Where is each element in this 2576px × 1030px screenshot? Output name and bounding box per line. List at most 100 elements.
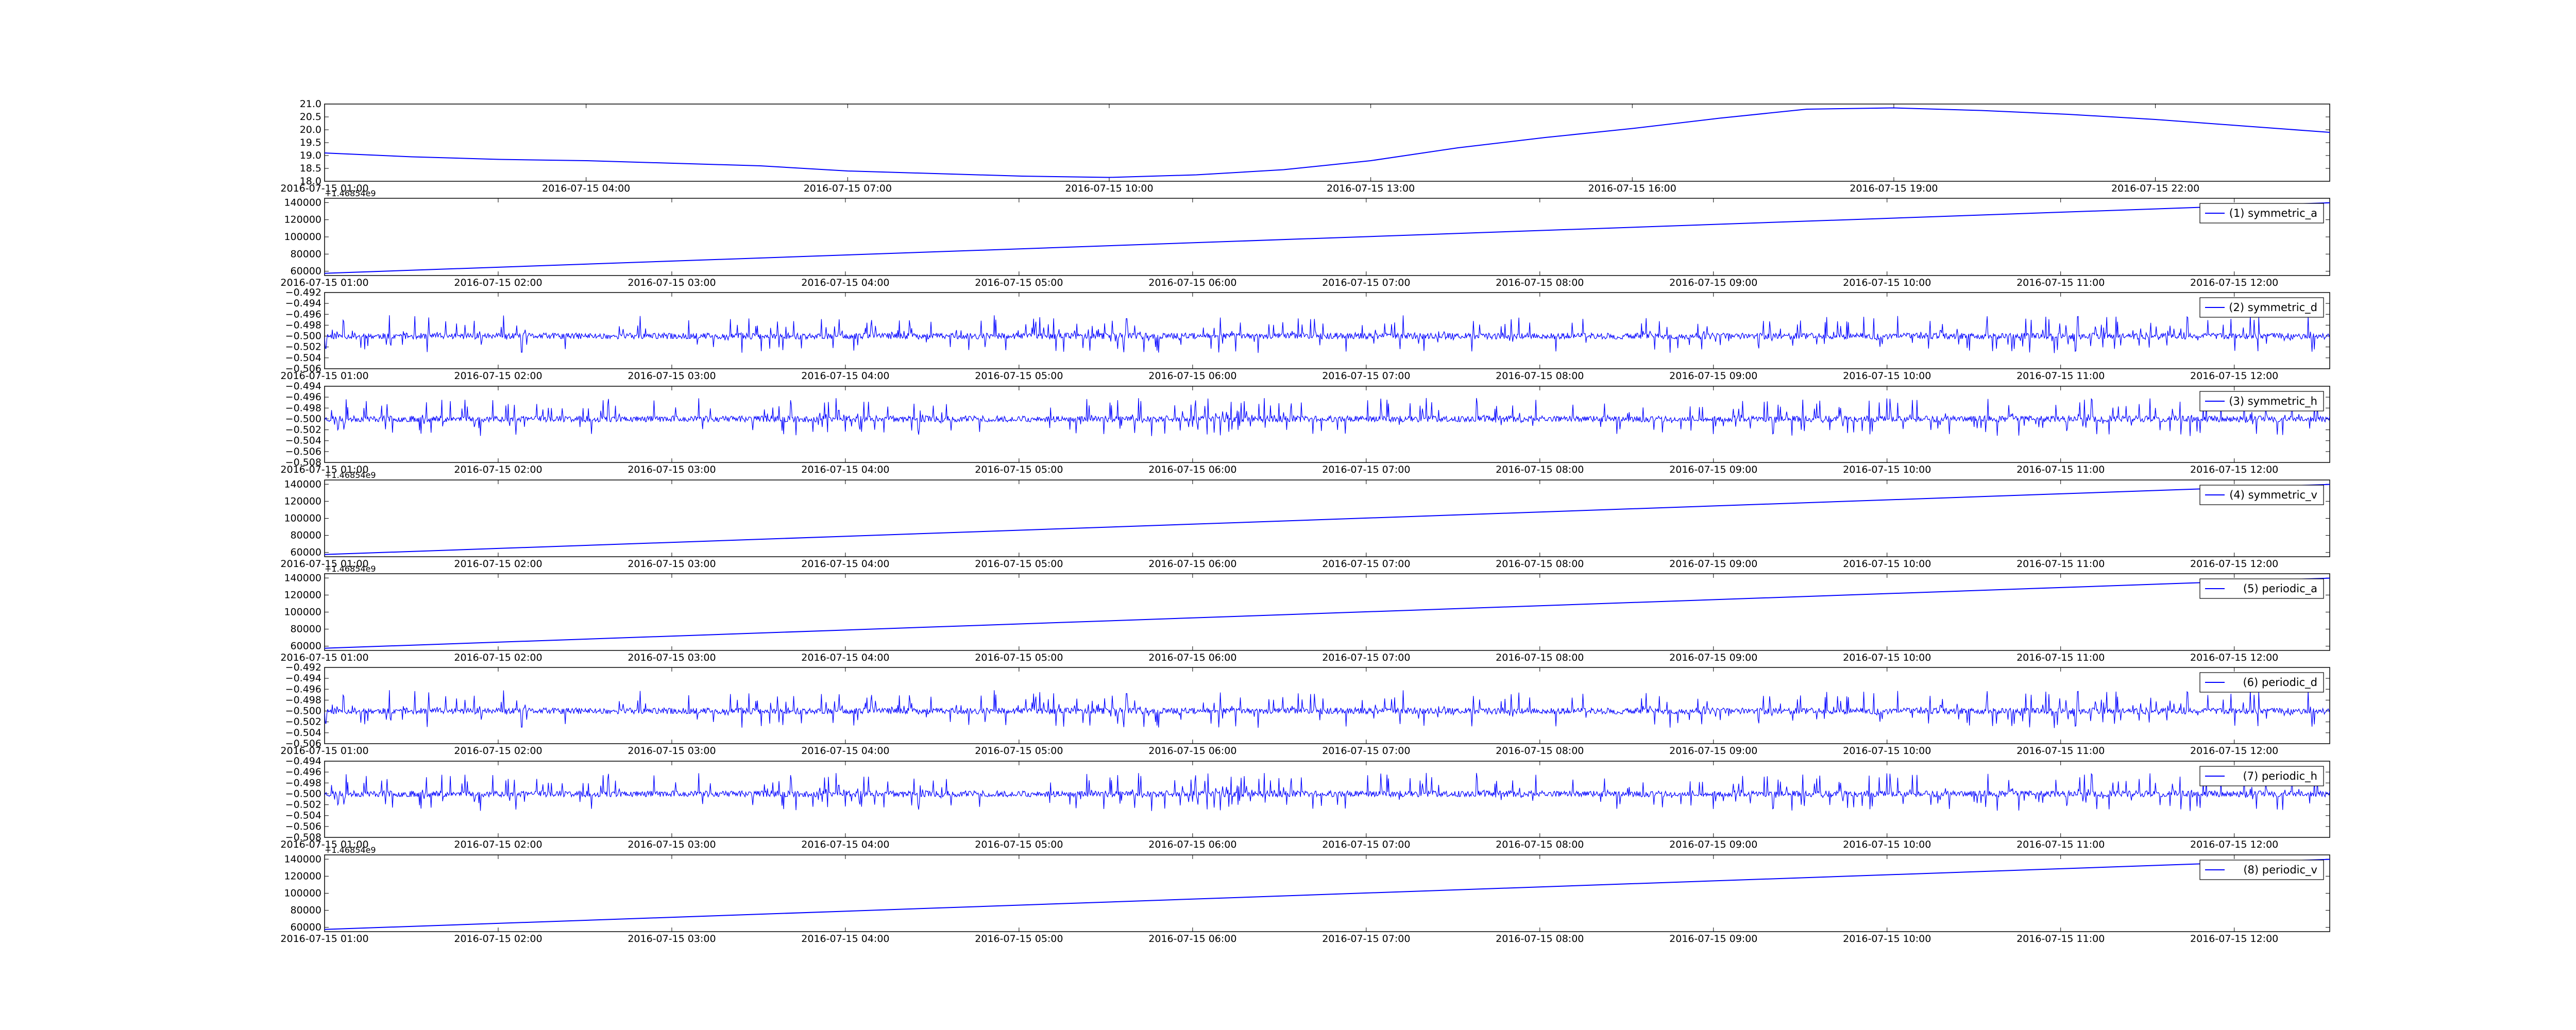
axes-frame bbox=[324, 386, 2330, 463]
series-line bbox=[325, 859, 2330, 930]
x-tick-label: 2016-07-15 09:00 bbox=[1669, 558, 1757, 570]
y-tick-label: −0.496 bbox=[285, 766, 321, 778]
x-tick-label: 2016-07-15 09:00 bbox=[1669, 839, 1757, 850]
y-tick-label: 20.0 bbox=[300, 124, 321, 135]
x-tick-label: 2016-07-15 10:00 bbox=[1843, 277, 1931, 288]
legend-box bbox=[2199, 297, 2324, 318]
y-tick-label: −0.500 bbox=[285, 331, 321, 342]
series-line bbox=[325, 202, 2330, 274]
y-tick-label: −0.492 bbox=[285, 662, 321, 673]
y-tick-label: −0.504 bbox=[285, 727, 321, 739]
x-tick-label: 2016-07-15 09:00 bbox=[1669, 745, 1757, 757]
x-tick-label: 2016-07-15 06:00 bbox=[1148, 652, 1236, 663]
y-tick-label: 18.5 bbox=[300, 163, 321, 174]
y-tick-label: 140000 bbox=[284, 478, 321, 490]
x-tick-label: 2016-07-15 03:00 bbox=[628, 277, 716, 288]
x-tick-label: 2016-07-15 05:00 bbox=[975, 558, 1063, 570]
y-tick-label: 120000 bbox=[284, 495, 321, 507]
x-tick-label: 2016-07-15 07:00 bbox=[1322, 464, 1410, 475]
y-tick-label: −0.494 bbox=[285, 756, 321, 767]
x-tick-label: 2016-07-15 01:00 bbox=[280, 839, 368, 850]
y-tick-label: −0.502 bbox=[285, 341, 321, 353]
legend: (8) periodic_v bbox=[2199, 860, 2324, 880]
x-tick-label: 2016-07-15 08:00 bbox=[1496, 839, 1584, 850]
x-tick-label: 2016-07-15 19:00 bbox=[1850, 183, 1938, 194]
x-tick-label: 2016-07-15 01:00 bbox=[280, 745, 368, 757]
x-tick-label: 2016-07-15 11:00 bbox=[2016, 370, 2105, 382]
x-tick-label: 2016-07-15 01:00 bbox=[280, 464, 368, 475]
series-line bbox=[325, 690, 2330, 728]
subplot-3: −0.506−0.504−0.502−0.500−0.498−0.496−0.4… bbox=[280, 287, 2330, 382]
x-tick-label: 2016-07-15 22:00 bbox=[2111, 183, 2199, 194]
x-tick-label: 2016-07-15 13:00 bbox=[1327, 183, 1415, 194]
legend: (1) symmetric_a bbox=[2199, 203, 2324, 224]
y-tick-label: 120000 bbox=[284, 589, 321, 600]
x-tick-label: 2016-07-15 06:00 bbox=[1148, 277, 1236, 288]
subplot-5: 60000 80000 100000 120000 140000 2016-07-15 0… bbox=[280, 470, 2330, 570]
axes-frame bbox=[324, 198, 2330, 276]
y-tick-label: 80000 bbox=[291, 248, 321, 260]
x-tick-label: 2016-07-15 06:00 bbox=[1148, 464, 1236, 475]
axis-offset-label: +1.46854e9 bbox=[325, 564, 376, 574]
x-tick-label: 2016-07-15 11:00 bbox=[2016, 277, 2105, 288]
x-tick-label: 2016-07-15 12:00 bbox=[2190, 839, 2278, 850]
y-tick-label: 80000 bbox=[291, 905, 321, 916]
x-tick-label: 2016-07-15 08:00 bbox=[1496, 464, 1584, 475]
subplot-8: −0.508−0.506−0.504−0.502−0.500−0.498−0.4… bbox=[280, 756, 2330, 850]
x-tick-label: 2016-07-15 04:00 bbox=[542, 183, 630, 194]
y-tick-label: −0.500 bbox=[285, 788, 321, 799]
x-tick-label: 2016-07-15 01:00 bbox=[280, 652, 368, 663]
x-tick-label: 2016-07-15 08:00 bbox=[1496, 370, 1584, 382]
x-tick-label: 2016-07-15 02:00 bbox=[454, 652, 542, 663]
x-tick-label: 2016-07-15 08:00 bbox=[1496, 558, 1584, 570]
x-tick-label: 2016-07-15 03:00 bbox=[628, 839, 716, 850]
x-tick-label: 2016-07-15 08:00 bbox=[1496, 745, 1584, 757]
x-tick-label: 2016-07-15 03:00 bbox=[628, 745, 716, 757]
y-tick-label: −0.494 bbox=[285, 298, 321, 309]
x-tick-label: 2016-07-15 02:00 bbox=[454, 370, 542, 382]
y-tick-label: −0.506 bbox=[285, 738, 321, 749]
x-tick-label: 2016-07-15 07:00 bbox=[804, 183, 892, 194]
x-tick-label: 2016-07-15 03:00 bbox=[628, 652, 716, 663]
x-tick-label: 2016-07-15 01:00 bbox=[280, 277, 368, 288]
x-tick-label: 2016-07-15 03:00 bbox=[628, 370, 716, 382]
x-tick-label: 2016-07-15 04:00 bbox=[801, 652, 889, 663]
x-tick-label: 2016-07-15 06:00 bbox=[1148, 839, 1236, 850]
x-tick-label: 2016-07-15 04:00 bbox=[801, 933, 889, 945]
x-tick-label: 2016-07-15 12:00 bbox=[2190, 558, 2278, 570]
axes-frame bbox=[324, 854, 2330, 932]
y-tick-label: −0.498 bbox=[285, 402, 321, 414]
y-tick-label: −0.508 bbox=[285, 457, 321, 468]
axes-frame bbox=[324, 667, 2330, 744]
x-tick-label: 2016-07-15 11:00 bbox=[2016, 933, 2105, 945]
x-tick-label: 2016-07-15 02:00 bbox=[454, 745, 542, 757]
x-tick-label: 2016-07-15 08:00 bbox=[1496, 652, 1584, 663]
x-tick-label: 2016-07-15 02:00 bbox=[454, 839, 542, 850]
subplot-6: 60000 80000 100000 120000 140000 2016-07-15 0… bbox=[280, 564, 2330, 663]
y-tick-label: 120000 bbox=[284, 870, 321, 882]
x-tick-label: 2016-07-15 12:00 bbox=[2190, 277, 2278, 288]
y-tick-label: −0.500 bbox=[285, 413, 321, 424]
legend: (4) symmetric_v bbox=[2199, 485, 2324, 505]
axis-offset-label: +1.46854e9 bbox=[325, 845, 376, 855]
x-tick-label: 2016-07-15 07:00 bbox=[1322, 277, 1410, 288]
x-tick-label: 2016-07-15 01:00 bbox=[280, 933, 368, 945]
y-tick-label: 20.5 bbox=[300, 111, 321, 123]
x-tick-label: 2016-07-15 09:00 bbox=[1669, 652, 1757, 663]
x-tick-label: 2016-07-15 06:00 bbox=[1148, 370, 1236, 382]
series-line bbox=[325, 107, 2330, 178]
x-tick-label: 2016-07-15 08:00 bbox=[1496, 933, 1584, 945]
y-tick-label: −0.498 bbox=[285, 319, 321, 331]
y-tick-label: 18.0 bbox=[300, 176, 321, 187]
x-tick-label: 2016-07-15 07:00 bbox=[1322, 652, 1410, 663]
y-tick-label: −0.494 bbox=[285, 673, 321, 684]
subplot-2: 60000 80000 100000 120000 140000 2016-07-15 0… bbox=[280, 188, 2330, 288]
y-tick-label: 140000 bbox=[284, 572, 321, 583]
x-tick-label: 2016-07-15 07:00 bbox=[1322, 839, 1410, 850]
subplot-7: −0.506−0.504−0.502−0.500−0.498−0.496−0.4… bbox=[280, 662, 2330, 757]
y-tick-label: 60000 bbox=[291, 547, 321, 558]
x-tick-label: 2016-07-15 02:00 bbox=[454, 558, 542, 570]
y-tick-label: −0.502 bbox=[285, 716, 321, 728]
x-tick-label: 2016-07-15 08:00 bbox=[1496, 277, 1584, 288]
x-tick-label: 2016-07-15 06:00 bbox=[1148, 745, 1236, 757]
